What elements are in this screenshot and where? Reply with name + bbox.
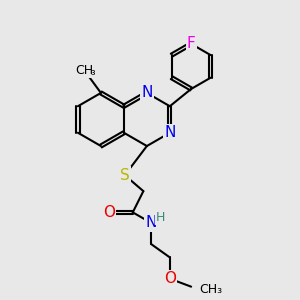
Text: F: F xyxy=(187,36,196,51)
Text: N: N xyxy=(164,125,176,140)
Text: CH: CH xyxy=(75,64,93,77)
Text: S: S xyxy=(120,168,130,183)
Text: N: N xyxy=(146,215,157,230)
Text: H: H xyxy=(156,211,165,224)
Text: N: N xyxy=(141,85,153,100)
Text: O: O xyxy=(164,271,176,286)
Text: ₃: ₃ xyxy=(91,67,95,77)
Text: CH₃: CH₃ xyxy=(199,283,222,296)
Text: O: O xyxy=(103,205,115,220)
